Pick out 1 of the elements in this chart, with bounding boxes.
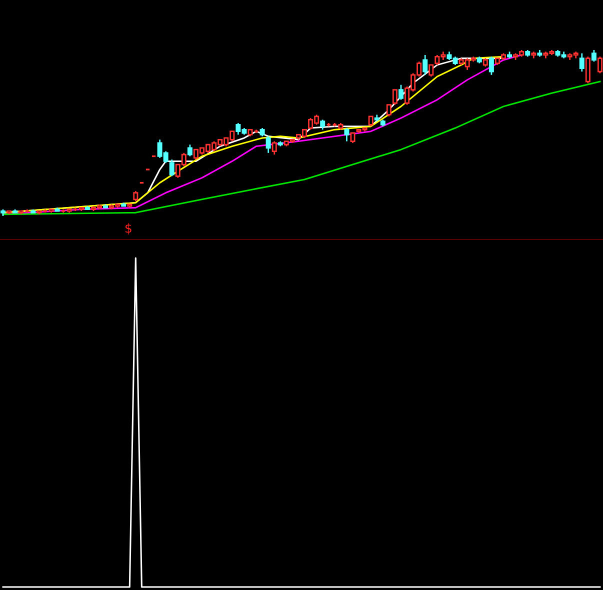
text: $ <box>126 223 132 234</box>
